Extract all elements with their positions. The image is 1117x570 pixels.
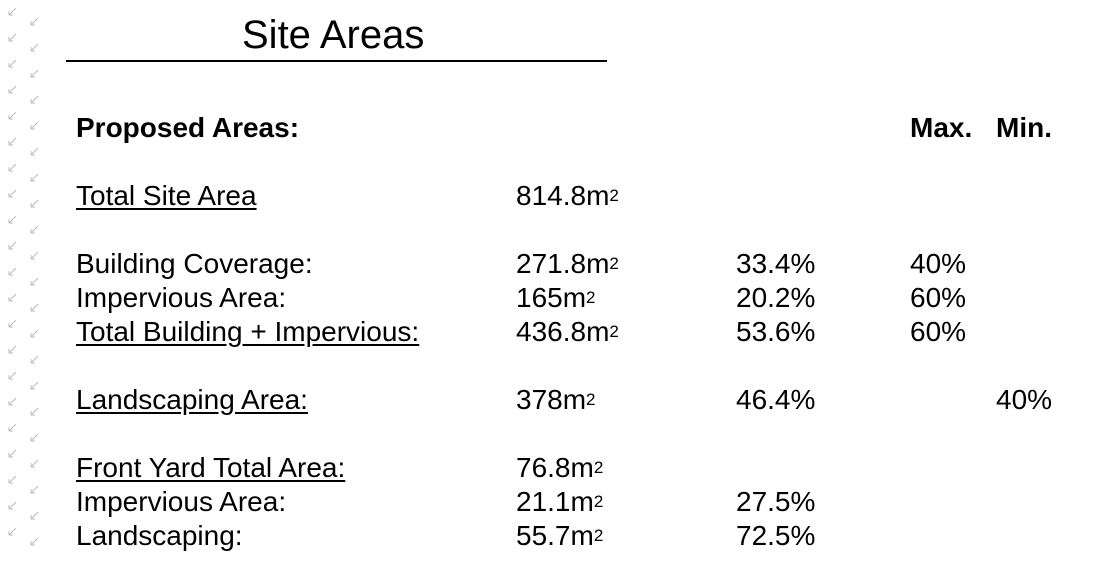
arrow-mark-icon [8,111,17,120]
arrow-mark-icon [30,121,39,130]
max-column-heading: Max. [910,112,973,143]
building-coverage-max: 40% [910,248,967,279]
arrow-mark-icon [8,293,17,302]
arrow-mark-icon [30,433,39,442]
arrow-mark-icon [8,163,17,172]
arrow-mark-icon [30,511,39,520]
arrow-mark-icon [30,329,39,338]
arrow-mark-icon [8,501,17,510]
arrow-mark-icon [30,199,39,208]
arrow-mark-icon [30,537,39,546]
front-impervious-area: 21.1m2 [516,486,604,517]
arrow-mark-icon [8,215,17,224]
impervious-area-value: 165m2 [516,282,596,313]
arrow-mark-icon [8,241,17,250]
front-yard-total-area: 76.8m2 [516,452,604,483]
building-coverage-area: 271.8m2 [516,248,619,279]
arrow-mark-icon [8,7,39,546]
front-landscaping-label: Landscaping: [76,520,243,551]
total-building-impervious-max: 60% [910,316,967,347]
building-coverage-label: Building Coverage: [76,248,313,279]
min-column-heading: Min. [996,112,1052,143]
arrow-mark-icon [30,485,39,494]
arrow-mark-icon [8,475,17,484]
front-landscaping-percent: 72.5% [736,520,816,551]
total-building-impervious-percent: 53.6% [736,316,816,347]
landscaping-area-value: 378m2 [516,384,596,415]
arrow-mark-icon [30,277,39,286]
arrow-mark-icon [30,173,39,182]
arrow-mark-icon [8,527,17,536]
arrow-mark-icon [8,189,17,198]
arrow-mark-icon [30,69,39,78]
impervious-area-label: Impervious Area: [76,282,287,313]
arrow-mark-icon [30,355,39,364]
arrow-mark-icon [30,147,39,156]
building-coverage-percent: 33.4% [736,248,816,279]
arrow-mark-icon [8,33,17,42]
total-building-impervious-label: Total Building + Impervious: [76,316,420,347]
total-site-area-value: 814.8m2 [516,180,619,211]
arrow-mark-icon [30,459,39,468]
arrow-mark-icon [8,319,17,328]
arrow-mark-icon [8,85,17,94]
arrow-mark-icon [8,397,17,406]
arrow-mark-icon [8,423,17,432]
total-building-impervious-area: 436.8m2 [516,316,619,347]
arrow-mark-icon [30,407,39,416]
front-impervious-percent: 27.5% [736,486,816,517]
proposed-areas-heading: Proposed Areas: [76,112,300,143]
arrow-mark-icon [8,449,17,458]
landscaping-area-min: 40% [996,384,1053,415]
arrow-mark-icon [8,7,17,16]
margin-arrow-marks [0,0,50,570]
front-yard-total-label: Front Yard Total Area: [76,452,346,483]
arrow-mark-icon [30,251,39,260]
front-landscaping-area: 55.7m2 [516,520,604,551]
arrow-mark-icon [8,371,17,380]
arrow-mark-icon [8,345,17,354]
arrow-mark-icon [30,95,39,104]
page-title: Site Areas [242,13,425,57]
arrow-mark-icon [8,59,17,68]
arrow-mark-icon [30,43,39,52]
landscaping-area-percent: 46.4% [736,384,816,415]
impervious-area-percent: 20.2% [736,282,816,313]
arrow-mark-icon [30,17,39,26]
arrow-mark-icon [8,267,17,276]
arrow-mark-icon [30,381,39,390]
title-underline [66,60,607,62]
impervious-area-max: 60% [910,282,967,313]
total-site-area-label: Total Site Area [76,180,257,211]
arrow-mark-icon [30,303,39,312]
arrow-mark-icon [8,137,17,146]
landscaping-area-label: Landscaping Area: [76,384,308,415]
front-impervious-label: Impervious Area: [76,486,287,517]
arrow-mark-icon [30,225,39,234]
